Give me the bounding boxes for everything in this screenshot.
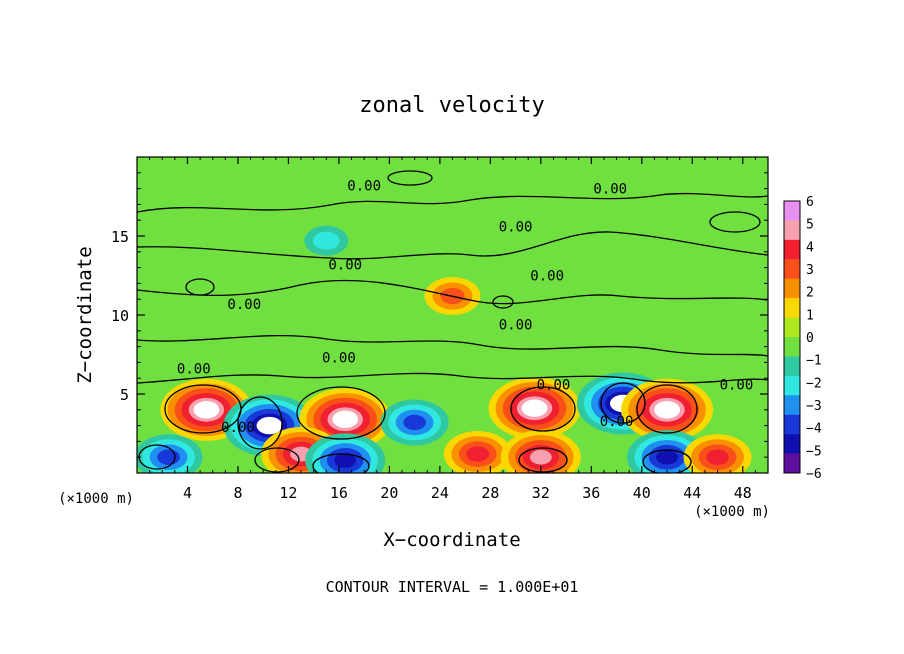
y-axis-label: Z−coordinate	[74, 246, 96, 383]
contour-loop	[312, 453, 370, 473]
x-tick-label: 32	[532, 484, 550, 502]
colorbar-tick-label: 6	[806, 195, 814, 210]
heatmap-cell	[656, 449, 678, 465]
contour-label: 0.00	[328, 257, 362, 273]
x-tick-label: 4	[183, 484, 192, 502]
x-axis-label: X−coordinate	[383, 529, 520, 551]
contour-line	[137, 231, 768, 260]
colorbar-segment	[784, 395, 800, 416]
contour-loop	[237, 396, 283, 450]
x-tick-label: 44	[683, 484, 701, 502]
colorbar-tick-label: 3	[806, 263, 814, 278]
heatmap-field	[137, 157, 768, 473]
contour-loop	[642, 449, 692, 473]
contour-line	[137, 192, 768, 213]
x-tick-label: 48	[734, 484, 752, 502]
y-tick-label: 10	[111, 307, 129, 325]
chart-title: zonal velocity	[359, 93, 544, 118]
colorbar-tick-label: 0	[806, 331, 814, 346]
heatmap-peak	[654, 401, 680, 419]
colorbar-segment	[784, 356, 800, 377]
heatmap-cell	[466, 446, 490, 462]
colorbar-tick-label: −5	[806, 444, 822, 459]
contour-loop	[518, 447, 568, 473]
x-tick-label: 8	[233, 484, 242, 502]
colorbar: 6 5 4 3 2 1 0 −1 −2 −3 −4 −5 −6	[783, 195, 822, 482]
heatmap-cell	[706, 449, 729, 465]
colorbar-segment	[784, 278, 800, 299]
heatmap-peak	[256, 416, 283, 435]
heatmap-cell	[403, 414, 426, 431]
contour-loop	[636, 384, 698, 434]
contour-label: 0.00	[593, 182, 627, 198]
colorbar-segment	[784, 453, 800, 474]
contour-label: 0.00	[347, 178, 381, 194]
colorbar-segment	[784, 201, 800, 221]
colorbar-segment	[784, 414, 800, 435]
colorbar-tick-label: −2	[806, 376, 822, 391]
x-tick-label: 40	[633, 484, 651, 502]
colorbar-tick-label: 4	[806, 240, 814, 255]
contour-loop	[492, 295, 514, 309]
contour-label: 0.00	[537, 378, 571, 394]
contour-label: 0.00	[227, 297, 261, 313]
contour-loop	[510, 386, 576, 432]
colorbar-tick-label: −3	[806, 399, 822, 414]
colorbar-segment	[784, 239, 800, 260]
contour-labels: 0.00 0.00 0.00 0.00 0.00 0.00 0.00 0.00 0.00 0.00…	[177, 178, 753, 436]
heatmap-peak	[332, 410, 359, 428]
x-tick-label: 20	[380, 484, 398, 502]
y-tick-label: 5	[120, 386, 129, 404]
colorbar-segment	[784, 259, 800, 280]
x-unit-left: (×1000 m)	[58, 491, 134, 507]
colorbar-tick-label: −1	[806, 354, 822, 369]
colorbar-segment	[784, 337, 800, 357]
contour-label: 0.00	[322, 351, 356, 367]
colorbar-tick-label: 2	[806, 286, 814, 301]
colorbar-segment	[784, 298, 800, 318]
contour-label: 0.00	[530, 269, 564, 285]
colorbar-segment	[784, 317, 800, 338]
colorbar-tick-label: 1	[806, 308, 814, 323]
colorbar-segment	[784, 434, 800, 454]
contour-label: 0.00	[600, 414, 634, 430]
colorbar-tick-label: −4	[806, 422, 822, 437]
contour-label: 0.00	[177, 362, 211, 378]
heatmap-cell	[334, 452, 357, 468]
contour-loop	[387, 170, 433, 186]
x-tick-label: 24	[431, 484, 449, 502]
heatmap-peak	[521, 399, 548, 417]
contour-label: 0.00	[221, 420, 255, 436]
heatmap-cell	[313, 231, 340, 250]
contour-label: 0.00	[720, 378, 754, 394]
y-tick-label: 15	[111, 228, 129, 246]
contour-loop	[709, 211, 761, 233]
x-tick-label: 16	[330, 484, 348, 502]
colorbar-frame	[783, 200, 801, 474]
contour-loop	[296, 386, 386, 440]
heatmap-cell	[157, 449, 180, 465]
colorbar-tick-label: 5	[806, 218, 814, 233]
x-tick-label: 36	[582, 484, 600, 502]
heatmap-cell	[529, 449, 552, 465]
contour-label: 0.00	[499, 317, 533, 333]
contour-label: 0.00	[499, 220, 533, 236]
x-tick-label: 28	[481, 484, 499, 502]
contour-loop	[254, 447, 300, 473]
contour-interval-note: CONTOUR INTERVAL = 1.000E+01	[326, 578, 579, 596]
contour-loop	[600, 382, 646, 424]
heatmap-peak	[193, 401, 220, 419]
contour-line	[137, 372, 768, 384]
colorbar-tick-label: −6	[806, 467, 822, 482]
contour-loop	[185, 278, 215, 296]
zero-contours	[137, 170, 768, 473]
colorbar-segment	[784, 375, 800, 396]
contour-line	[137, 279, 768, 305]
x-unit-right: (×1000 m)	[694, 504, 770, 520]
contour-line	[137, 334, 768, 357]
colorbar-segment	[784, 220, 800, 241]
x-tick-label: 12	[279, 484, 297, 502]
